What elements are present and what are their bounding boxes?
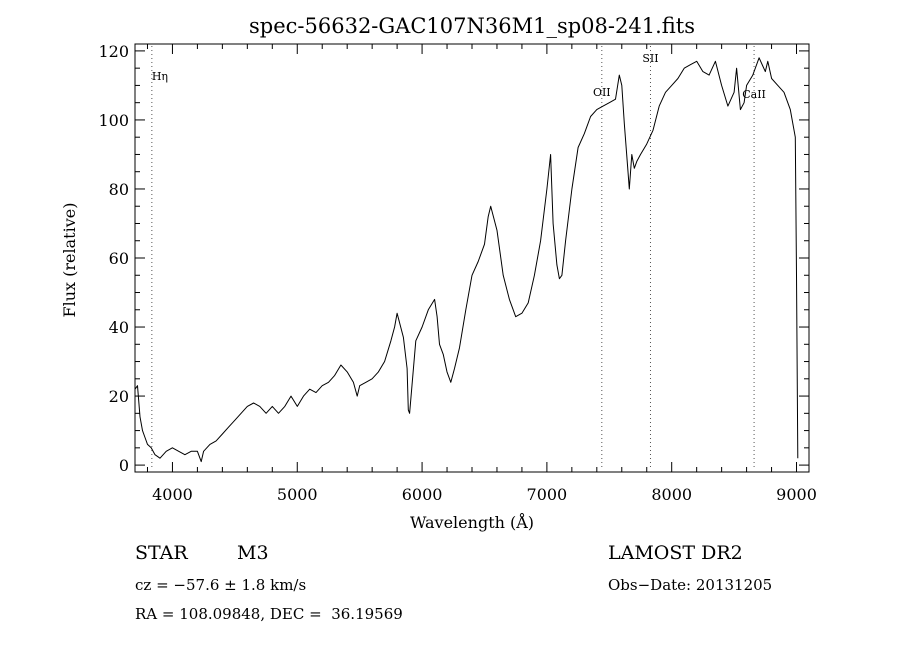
object-class: STAR (135, 542, 188, 564)
line-annotation-label: CaII (742, 88, 766, 101)
y-tick-label: 100 (98, 111, 129, 130)
coordinates: RA = 108.09848, DEC = 36.19569 (135, 605, 403, 623)
y-tick-label: 80 (109, 180, 129, 199)
x-tick-label: 9000 (776, 485, 817, 504)
x-tick-label: 7000 (527, 485, 568, 504)
object-subclass: M3 (237, 542, 269, 564)
plot-frame (134, 43, 810, 473)
line-annotation-label: OII (593, 86, 611, 99)
x-axis-label: Wavelength (Å) (410, 512, 534, 532)
line-annotation-label: SII (642, 52, 658, 65)
line-annotations: Hη OII SII CaII (151, 46, 766, 470)
x-tick-label: 8000 (651, 485, 692, 504)
axis-ticks (135, 44, 809, 472)
line-annotation-label: Hη (152, 70, 168, 83)
spectrum-chart: spec-56632-GAC107N36M1_sp08-241.fits 400… (60, 14, 817, 532)
y-tick-label: 0 (119, 456, 129, 475)
redshift-cz: cz = −57.6 ± 1.8 km/s (135, 576, 307, 594)
y-axis-label: Flux (relative) (60, 203, 79, 318)
chart-title: spec-56632-GAC107N36M1_sp08-241.fits (249, 14, 695, 38)
y-tick-label: 60 (109, 249, 129, 268)
x-tick-label: 4000 (152, 485, 193, 504)
observation-date: Obs−Date: 20131205 (608, 576, 773, 594)
y-tick-labels: 0 20 40 60 80 100 120 (98, 42, 129, 475)
x-tick-labels: 4000 5000 6000 7000 8000 9000 (152, 485, 817, 504)
x-tick-label: 6000 (402, 485, 443, 504)
spectrum-line (134, 57, 799, 463)
survey-name: LAMOST DR2 (608, 542, 743, 564)
y-tick-label: 40 (109, 318, 129, 337)
y-tick-label: 120 (98, 42, 129, 61)
y-tick-label: 20 (109, 387, 129, 406)
x-tick-label: 5000 (277, 485, 318, 504)
